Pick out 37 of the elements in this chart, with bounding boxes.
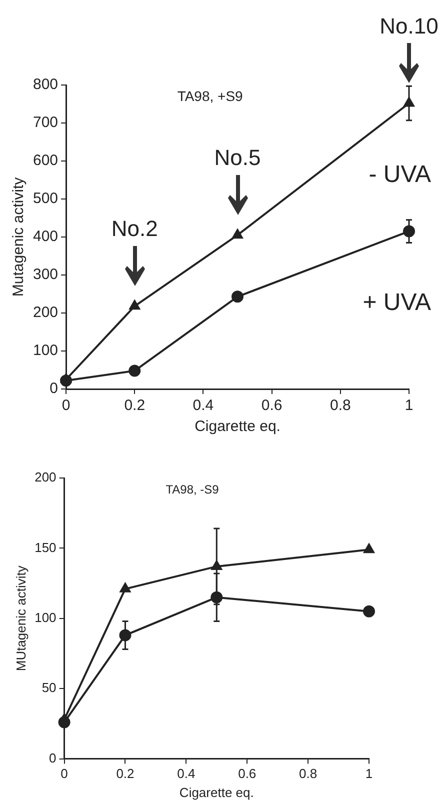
- x-tick-label: 0.8: [330, 397, 351, 414]
- x-tick-label: 0.2: [124, 397, 146, 414]
- y-tick-label: 600: [32, 152, 58, 170]
- x-tick-label: 0: [60, 766, 68, 782]
- y-axis-title: MUtagenic activity: [13, 565, 28, 672]
- y-tick-label: 700: [32, 114, 58, 132]
- annotation: TA98, -S9: [166, 482, 220, 496]
- y-tick-label: 400: [32, 228, 58, 246]
- y-tick-label: 300: [32, 266, 58, 284]
- y-tick-label: 800: [32, 76, 58, 94]
- x-tick-label: 0.6: [261, 397, 282, 414]
- annotation: No.5: [214, 145, 261, 170]
- annotation: TA98, +S9: [177, 88, 244, 104]
- y-tick-label: 200: [34, 470, 56, 485]
- annotation: No.10: [380, 13, 438, 38]
- x-tick-label: 1: [365, 766, 373, 782]
- y-tick-label: 50: [42, 680, 56, 696]
- y-tick-label: 100: [34, 610, 56, 625]
- y-axis-title: Mutagenic activity: [10, 176, 28, 297]
- x-axis-title: Cigarette eq.: [194, 418, 280, 436]
- y-tick-label: 500: [32, 190, 58, 208]
- series-label: - UVA: [368, 160, 431, 188]
- series-label: + UVA: [362, 288, 431, 316]
- x-tick-label: 0.4: [177, 766, 196, 782]
- x-tick-label: 0.2: [116, 766, 134, 782]
- annotation: No.2: [111, 216, 158, 242]
- y-tick-label: 150: [34, 540, 56, 555]
- x-axis-title: Cigarette eq.: [179, 784, 254, 800]
- x-tick-label: 0.8: [299, 766, 318, 782]
- y-tick-label: 0: [50, 380, 58, 398]
- x-tick-label: 0.4: [192, 397, 214, 414]
- y-tick-label: 200: [32, 304, 58, 322]
- y-tick-label: 100: [32, 342, 58, 360]
- x-tick-label: 1: [404, 397, 414, 414]
- x-tick-label: 0.6: [238, 766, 256, 782]
- y-tick-label: 0: [49, 750, 56, 766]
- x-tick-label: 0: [62, 397, 70, 414]
